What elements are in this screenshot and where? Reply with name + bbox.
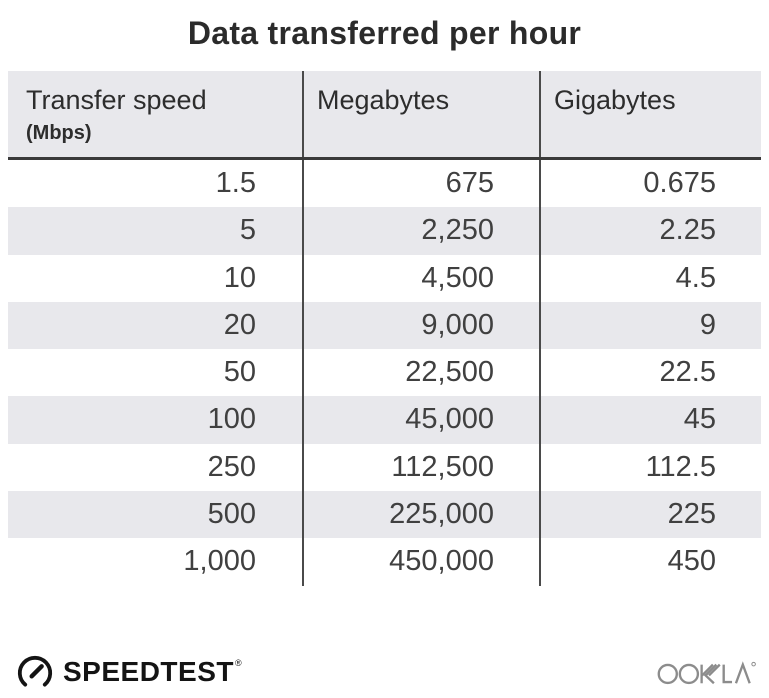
table-row: 500 225,000 225 bbox=[8, 491, 761, 539]
table-cell-megabytes: 45,000 bbox=[302, 396, 539, 444]
table-cell-megabytes: 2,250 bbox=[302, 207, 539, 255]
speedtest-logo: SPEEDTEST ® bbox=[16, 653, 242, 691]
table-row: 250 112,500 112.5 bbox=[8, 443, 761, 492]
table-cell-gigabytes: 22.5 bbox=[539, 349, 761, 397]
header-unit-label: (Mbps) bbox=[26, 122, 92, 144]
table-cell-speed: 1,000 bbox=[183, 545, 256, 578]
table-row: 5 2,250 2.25 bbox=[8, 207, 761, 255]
table-row: 20 9,000 9 bbox=[8, 301, 761, 350]
registered-trademark-icon: ® bbox=[234, 658, 242, 668]
table-row: 100 45,000 45 bbox=[8, 396, 761, 444]
data-table: Transfer speed (Mbps) Megabytes Gigabyte… bbox=[8, 71, 761, 586]
table-cell-speed: 250 bbox=[207, 450, 256, 483]
table-cell-gigabytes: 0.675 bbox=[539, 160, 761, 208]
gauge-icon bbox=[17, 655, 53, 687]
table-body: 1.5 675 0.675 5 2,250 2.25 10 4,500 4.5 20 9,000 9 5… bbox=[8, 160, 761, 586]
table-cell-gigabytes: 450 bbox=[539, 538, 761, 586]
table-row: 10 4,500 4.5 bbox=[8, 254, 761, 302]
table-cell-gigabytes: 225 bbox=[539, 491, 761, 539]
footer: SPEEDTEST ® bbox=[16, 650, 759, 694]
table-cell-megabytes: 225,000 bbox=[302, 491, 539, 539]
header-label: Gigabytes bbox=[554, 85, 676, 115]
header-transfer-speed: Transfer speed (Mbps) bbox=[8, 71, 302, 157]
table-cell-speed: 20 bbox=[223, 308, 256, 341]
page-title: Data transferred per hour bbox=[187, 15, 582, 51]
table-row: 1.5 675 0.675 bbox=[8, 160, 761, 208]
table-cell-gigabytes: 112.5 bbox=[539, 443, 761, 492]
table-cell-speed: 50 bbox=[223, 356, 256, 389]
table-cell-megabytes: 22,500 bbox=[302, 349, 539, 397]
header-megabytes: Megabytes bbox=[302, 71, 539, 157]
table-cell-gigabytes: 9 bbox=[539, 301, 761, 350]
ookla-logotype-icon bbox=[657, 661, 756, 685]
table-cell-gigabytes: 45 bbox=[539, 396, 761, 444]
table-row: 1,000 450,000 450 bbox=[8, 538, 761, 586]
table-cell-speed: 100 bbox=[207, 403, 256, 436]
table-cell-gigabytes: 4.5 bbox=[539, 254, 761, 302]
table-cell-speed: 5 bbox=[239, 214, 256, 247]
table-cell-megabytes: 9,000 bbox=[302, 301, 539, 350]
table-row: 50 22,500 22.5 bbox=[8, 349, 761, 397]
table-cell-megabytes: 112,500 bbox=[302, 443, 539, 492]
header-gigabytes: Gigabytes bbox=[539, 71, 761, 157]
table-cell-megabytes: 675 bbox=[302, 160, 539, 208]
table-cell-megabytes: 450,000 bbox=[302, 538, 539, 586]
table-header-row: Transfer speed (Mbps) Megabytes Gigabyte… bbox=[8, 71, 761, 160]
ookla-logo bbox=[657, 655, 759, 689]
table-cell-megabytes: 4,500 bbox=[302, 254, 539, 302]
table-cell-speed: 1.5 bbox=[215, 167, 256, 199]
table-cell-speed: 500 bbox=[207, 498, 256, 531]
table-cell-speed: 10 bbox=[223, 261, 256, 294]
table-cell-gigabytes: 2.25 bbox=[539, 207, 761, 255]
speedtest-wordmark: SPEEDTEST bbox=[63, 656, 234, 687]
header-label: Megabytes bbox=[317, 85, 450, 115]
header-label: Transfer speed bbox=[26, 85, 207, 115]
